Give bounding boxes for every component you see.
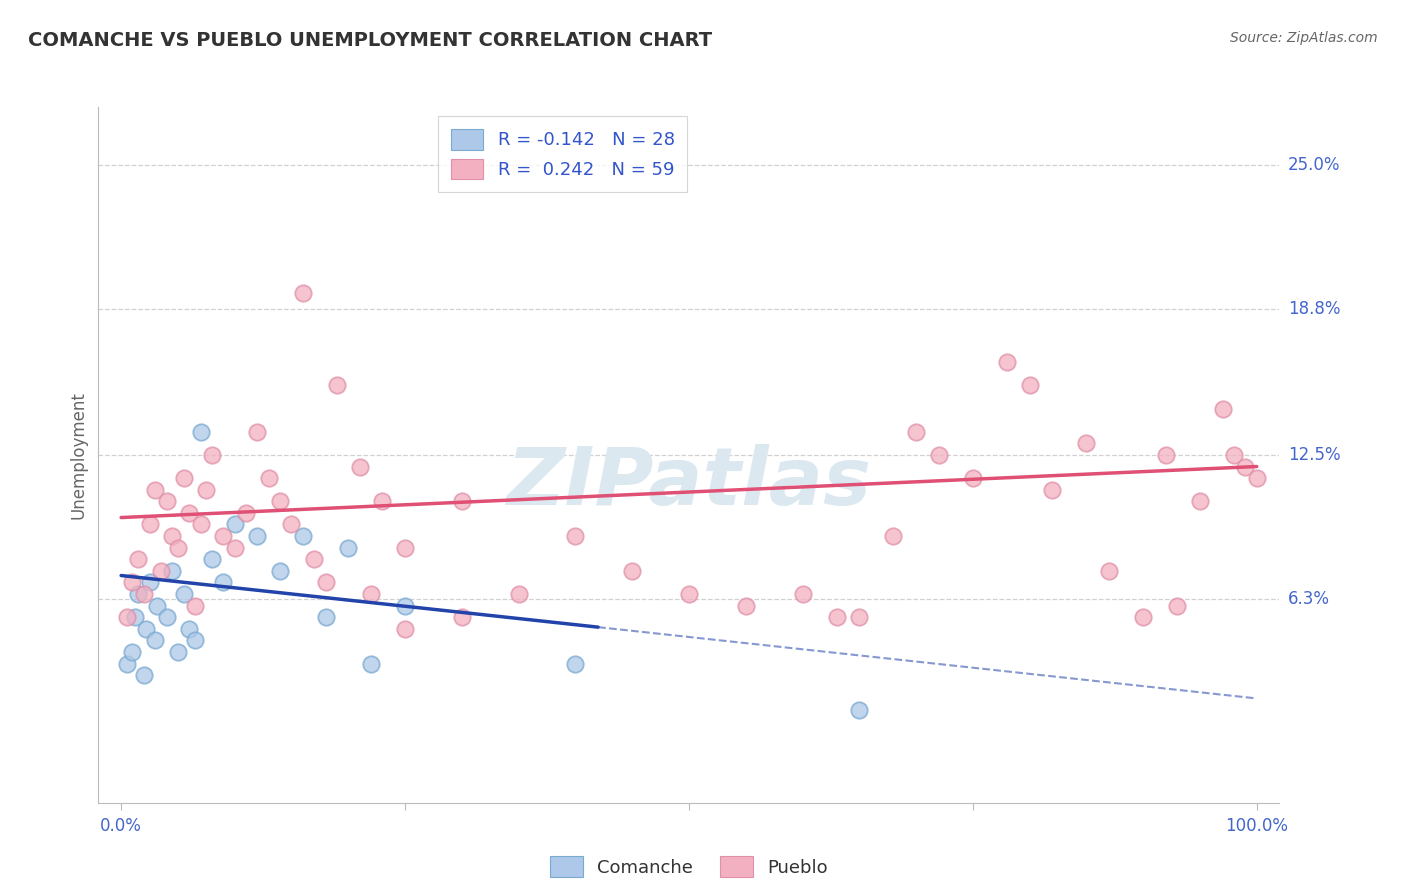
Point bbox=[302, 552, 325, 566]
Point bbox=[167, 541, 190, 555]
Point bbox=[1154, 448, 1177, 462]
Point bbox=[224, 517, 246, 532]
Point bbox=[291, 529, 314, 543]
Point bbox=[882, 529, 904, 543]
Point bbox=[143, 483, 166, 497]
Point bbox=[162, 564, 183, 578]
Point bbox=[212, 575, 235, 590]
Text: 18.8%: 18.8% bbox=[1288, 300, 1340, 318]
Point bbox=[124, 610, 146, 624]
Point bbox=[184, 633, 207, 648]
Point bbox=[257, 471, 280, 485]
Point bbox=[1166, 599, 1188, 613]
Point bbox=[173, 587, 195, 601]
Point bbox=[825, 610, 848, 624]
Text: Source: ZipAtlas.com: Source: ZipAtlas.com bbox=[1230, 31, 1378, 45]
Point bbox=[962, 471, 984, 485]
Point bbox=[928, 448, 950, 462]
Text: COMANCHE VS PUEBLO UNEMPLOYMENT CORRELATION CHART: COMANCHE VS PUEBLO UNEMPLOYMENT CORRELAT… bbox=[28, 31, 713, 50]
Y-axis label: Unemployment: Unemployment bbox=[69, 391, 87, 519]
Point bbox=[792, 587, 814, 601]
Point bbox=[394, 622, 416, 636]
Point bbox=[450, 610, 472, 624]
Point bbox=[337, 541, 360, 555]
Point bbox=[450, 494, 472, 508]
Point bbox=[224, 541, 246, 555]
Point bbox=[1212, 401, 1234, 416]
Point bbox=[564, 529, 586, 543]
Point bbox=[269, 564, 291, 578]
Point bbox=[360, 587, 382, 601]
Point bbox=[1018, 378, 1040, 392]
Point bbox=[127, 587, 149, 601]
Point bbox=[132, 668, 155, 682]
Point bbox=[1188, 494, 1211, 508]
Point bbox=[371, 494, 394, 508]
Point bbox=[1234, 459, 1257, 474]
Point bbox=[246, 425, 269, 439]
Point bbox=[315, 610, 337, 624]
Point bbox=[848, 703, 870, 717]
Point bbox=[190, 425, 212, 439]
Point bbox=[848, 610, 870, 624]
Point bbox=[1040, 483, 1063, 497]
Point bbox=[905, 425, 928, 439]
Point bbox=[394, 599, 416, 613]
Point bbox=[201, 552, 224, 566]
Point bbox=[269, 494, 291, 508]
Point bbox=[349, 459, 371, 474]
Point bbox=[127, 552, 149, 566]
Point bbox=[190, 517, 212, 532]
Point bbox=[360, 657, 382, 671]
Point bbox=[149, 564, 172, 578]
Text: 6.3%: 6.3% bbox=[1288, 590, 1330, 607]
Point bbox=[246, 529, 269, 543]
Point bbox=[146, 599, 169, 613]
Point bbox=[155, 610, 177, 624]
Point bbox=[315, 575, 337, 590]
Point bbox=[734, 599, 756, 613]
Point bbox=[1076, 436, 1098, 450]
Point bbox=[995, 355, 1018, 369]
Point bbox=[173, 471, 195, 485]
Point bbox=[280, 517, 302, 532]
Point bbox=[138, 517, 160, 532]
Point bbox=[115, 657, 138, 671]
Point bbox=[132, 587, 155, 601]
Point bbox=[508, 587, 530, 601]
Point bbox=[201, 448, 224, 462]
Point bbox=[179, 622, 201, 636]
Point bbox=[678, 587, 700, 601]
Point bbox=[1098, 564, 1121, 578]
Text: ZIPatlas: ZIPatlas bbox=[506, 443, 872, 522]
Point bbox=[1246, 471, 1268, 485]
Point bbox=[621, 564, 644, 578]
Point bbox=[135, 622, 157, 636]
Point bbox=[167, 645, 190, 659]
Point bbox=[184, 599, 207, 613]
Text: 25.0%: 25.0% bbox=[1288, 156, 1340, 174]
Point bbox=[121, 645, 143, 659]
Point bbox=[115, 610, 138, 624]
Point bbox=[291, 285, 314, 300]
Point bbox=[155, 494, 177, 508]
Point bbox=[121, 575, 143, 590]
Point bbox=[138, 575, 160, 590]
Point bbox=[564, 657, 586, 671]
Point bbox=[1223, 448, 1246, 462]
Point bbox=[394, 541, 416, 555]
Point bbox=[179, 506, 201, 520]
Text: 12.5%: 12.5% bbox=[1288, 446, 1340, 464]
Point bbox=[162, 529, 183, 543]
Point bbox=[1132, 610, 1154, 624]
Point bbox=[326, 378, 349, 392]
Point bbox=[235, 506, 257, 520]
Point bbox=[143, 633, 166, 648]
Point bbox=[212, 529, 235, 543]
Legend: Comanche, Pueblo: Comanche, Pueblo bbox=[543, 849, 835, 884]
Point bbox=[195, 483, 218, 497]
